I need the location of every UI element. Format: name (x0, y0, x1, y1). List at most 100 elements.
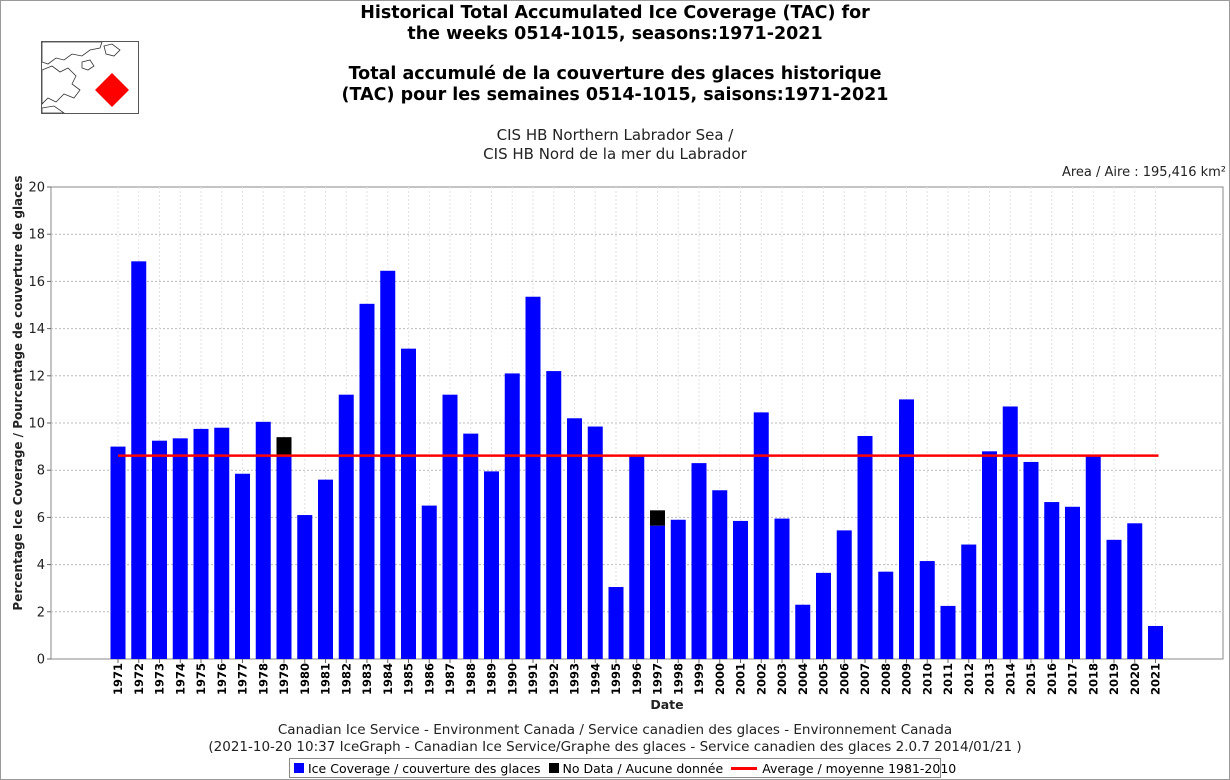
title-en-line2: the weeks 0514-1015, seasons:1971-2021 (407, 24, 823, 44)
chart-subtitle: CIS HB Northern Labrador Sea / CIS HB No… (190, 126, 1040, 164)
bar-ice (857, 435, 873, 659)
x-tick-label: 2015 (1024, 663, 1038, 695)
x-tick-label: 1972 (132, 663, 146, 695)
x-tick-label: 2000 (713, 663, 727, 695)
x-tick-label: 2014 (1003, 663, 1017, 695)
x-tick-label: 1971 (111, 663, 125, 695)
y-tick-label: 4 (37, 558, 45, 573)
bar-ice (318, 479, 333, 659)
x-tick-label: 2013 (983, 663, 997, 695)
title-en-line1: Historical Total Accumulated Ice Coverag… (360, 3, 870, 23)
legend-swatch-ice (294, 763, 304, 773)
chart-legend: Ice Coverage / couverture des glaces No … (289, 758, 956, 778)
x-tick-label: 1997 (651, 663, 665, 695)
x-tick-label: 2021 (1149, 663, 1163, 695)
y-tick-label: 18 (28, 228, 45, 243)
x-tick-label: 1978 (256, 663, 270, 695)
legend-item-average: Average / moyenne 1981-2010 (731, 761, 956, 776)
x-tick-label: 2011 (941, 663, 955, 695)
x-tick-label: 1991 (526, 663, 540, 695)
x-tick-label: 1999 (692, 663, 706, 695)
x-tick-label: 1976 (215, 663, 229, 695)
map-island (103, 43, 121, 57)
bar-ice (110, 446, 126, 659)
bar-ice (919, 561, 935, 659)
x-tick-label: 1995 (609, 663, 623, 695)
bar-ice (359, 303, 375, 659)
bar-ice (629, 456, 645, 659)
x-tick-label: 2009 (900, 663, 914, 695)
bar-ice (691, 463, 707, 659)
bar-ice (484, 471, 499, 659)
x-tick-label: 1984 (381, 663, 395, 695)
x-tick-label: 1993 (568, 663, 582, 695)
bar-ice (587, 426, 603, 659)
map-landmass-west (42, 65, 81, 105)
bar-ice (152, 440, 167, 659)
subtitle-line1: CIS HB Northern Labrador Sea / (496, 126, 734, 144)
x-tick-label: 1994 (588, 663, 602, 695)
legend-swatch-average (731, 766, 758, 770)
bar-ice (795, 604, 811, 659)
title-fr-line2: (TAC) pour les semaines 0514-1015, saiso… (341, 85, 889, 105)
x-tick-label: 1988 (464, 663, 478, 695)
bar-ice (961, 544, 977, 659)
x-tick-label: 1992 (547, 663, 561, 695)
x-tick-label: 1973 (153, 663, 167, 695)
bar-ice (525, 296, 541, 659)
bar-ice (338, 394, 354, 659)
bar-ice (401, 348, 416, 659)
bar-ice (712, 490, 728, 659)
bar-ice (774, 518, 790, 659)
y-tick-label: 14 (28, 322, 45, 337)
region-map-thumbnail (41, 41, 139, 114)
x-tick-label: 1982 (339, 663, 353, 695)
bar-ice (899, 399, 914, 659)
x-tick-label: 2016 (1045, 663, 1059, 695)
x-tick-label: 1975 (194, 663, 208, 695)
x-tick-label: 2020 (1128, 663, 1142, 695)
bar-ice (940, 605, 956, 659)
map-landmass-south (42, 105, 65, 113)
bar-ice (816, 572, 831, 659)
region-map-svg (42, 42, 129, 113)
x-tick-label: 1986 (422, 663, 436, 695)
chart-title-french: Total accumulé de la couverture des glac… (190, 64, 1040, 106)
bar-ice (567, 418, 582, 659)
bar-ice (608, 587, 624, 659)
y-tick-label: 20 (28, 181, 45, 196)
bar-ice (1148, 625, 1163, 659)
x-axis-label: Date (650, 697, 683, 712)
bar-ice (878, 571, 894, 659)
bar-ice (1085, 454, 1101, 659)
bar-ice (1044, 502, 1060, 659)
x-tick-label: 1981 (319, 663, 333, 695)
x-tick-label: 1985 (402, 663, 416, 695)
x-tick-label: 1990 (505, 663, 519, 695)
bar-ice (463, 433, 479, 659)
y-tick-label: 10 (28, 417, 45, 432)
x-tick-label: 2004 (796, 663, 810, 695)
x-tick-label: 2005 (817, 663, 831, 695)
x-tick-label: 2017 (1066, 663, 1080, 695)
x-tick-label: 2019 (1107, 663, 1121, 695)
bar-ice (1023, 461, 1039, 659)
bar-nodata (276, 437, 292, 457)
map-landmass-north (42, 42, 103, 65)
y-tick-label: 16 (28, 275, 45, 290)
x-tick-label: 2007 (858, 663, 872, 695)
bar-ice (753, 412, 769, 659)
x-tick-label: 1980 (298, 663, 312, 695)
legend-label-ice: Ice Coverage / couverture des glaces (308, 760, 541, 776)
x-tick-label: 1998 (671, 663, 685, 695)
y-tick-label: 0 (37, 653, 45, 668)
bar-ice (1002, 406, 1018, 659)
x-tick-label: 2018 (1086, 663, 1100, 695)
footer-version: (2021-10-20 10:37 IceGraph - Canadian Ic… (208, 739, 1022, 755)
bar-ice (1106, 539, 1122, 659)
x-tick-label: 2008 (879, 663, 893, 695)
bar-ice (1127, 523, 1143, 659)
bar-ice (214, 427, 230, 659)
x-tick-label: 2003 (775, 663, 789, 695)
